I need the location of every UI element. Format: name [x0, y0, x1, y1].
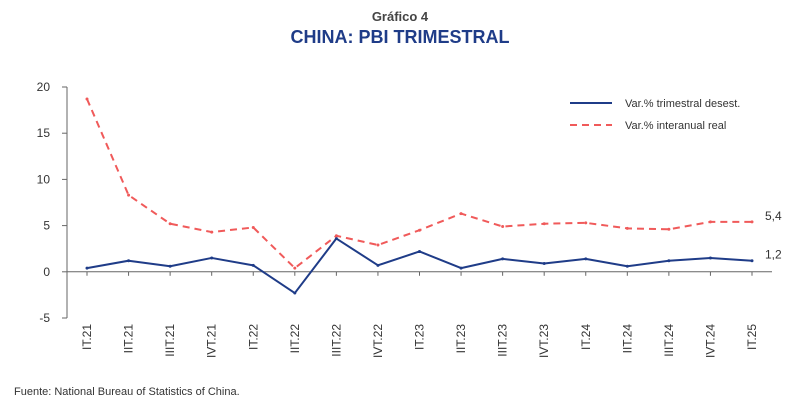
data-point [708, 220, 712, 224]
y-tick-label: 15 [37, 126, 51, 140]
legend-label: Var.% interanual real [625, 120, 726, 132]
data-point [418, 249, 421, 253]
y-tick-label: 0 [43, 265, 50, 279]
x-tick-label: IIT.21 [122, 324, 136, 354]
x-tick-label: IT.21 [80, 324, 94, 350]
data-point [459, 266, 463, 270]
chart-title: CHINA: PBI TRIMESTRAL [290, 27, 510, 47]
x-tick-label: IIIT.21 [163, 324, 177, 357]
y-tick-label: -5 [39, 311, 50, 325]
x-tick-label: IIT.22 [288, 324, 302, 354]
legend-label: Var.% trimestral desest. [625, 98, 740, 110]
series-line-quarterly [86, 237, 753, 295]
data-point [708, 256, 712, 260]
data-point [210, 230, 214, 234]
data-point [293, 266, 297, 270]
data-point [127, 259, 131, 263]
data-point [542, 261, 546, 265]
chart-legend: Var.% trimestral desest. Var.% interanual… [570, 98, 740, 132]
x-tick-label: IT.24 [579, 324, 593, 350]
chart-subtitle: Gráfico 4 [371, 9, 429, 24]
data-point [750, 220, 754, 224]
data-point [667, 227, 671, 231]
data-point [251, 225, 255, 229]
x-tick-label: IT.23 [413, 324, 427, 350]
x-tick-label: IT.25 [745, 324, 759, 350]
line-chart: -5 0 5 10 15 20 IT.21 IIT.21 IIIT.21 IVT.21 IT.22 I… [37, 80, 782, 358]
x-tick-label: IIT.23 [454, 324, 468, 354]
data-point [293, 291, 297, 295]
data-point [85, 97, 89, 101]
x-tick-label: IIIT.24 [662, 324, 676, 357]
data-point [168, 222, 172, 226]
y-tick-label: 20 [37, 80, 51, 94]
x-tick-label: IIT.24 [620, 324, 634, 354]
data-point [542, 222, 546, 226]
x-tick-label: IT.22 [246, 324, 260, 350]
data-point [251, 263, 255, 267]
data-point [459, 212, 463, 216]
data-point [501, 225, 505, 229]
data-point [625, 226, 629, 230]
data-point [750, 259, 754, 263]
y-tick-label: 5 [43, 219, 50, 233]
data-point [210, 256, 214, 260]
end-value-label: 1,2 [765, 248, 782, 262]
source-note: Fuente: National Bureau of Statistics of… [14, 386, 240, 398]
x-tick-label: IVT.21 [205, 324, 219, 358]
x-tick-label: IVT.22 [371, 324, 385, 358]
chart-axes: -5 0 5 10 15 20 IT.21 IIT.21 IIIT.21 IVT.21 IT.22 I… [37, 80, 772, 358]
x-tick-label: IVT.24 [703, 324, 717, 358]
data-point [127, 193, 131, 197]
data-point [334, 234, 338, 238]
data-point [376, 243, 380, 247]
data-point [334, 237, 338, 241]
x-tick-label: IIIT.22 [329, 324, 343, 357]
data-point [667, 259, 671, 263]
data-point [584, 221, 588, 225]
data-point [168, 264, 172, 268]
data-point [376, 263, 380, 267]
end-value-label: 5,4 [765, 209, 782, 223]
x-tick-label: IIIT.23 [496, 324, 510, 357]
data-point [85, 266, 89, 270]
x-tick-label: IVT.23 [537, 324, 551, 358]
data-point [625, 264, 629, 268]
data-point [501, 257, 505, 261]
chart-series: 1,2 5,4 [85, 97, 782, 295]
y-tick-label: 10 [37, 172, 51, 186]
data-point [418, 228, 421, 232]
data-point [584, 257, 588, 261]
